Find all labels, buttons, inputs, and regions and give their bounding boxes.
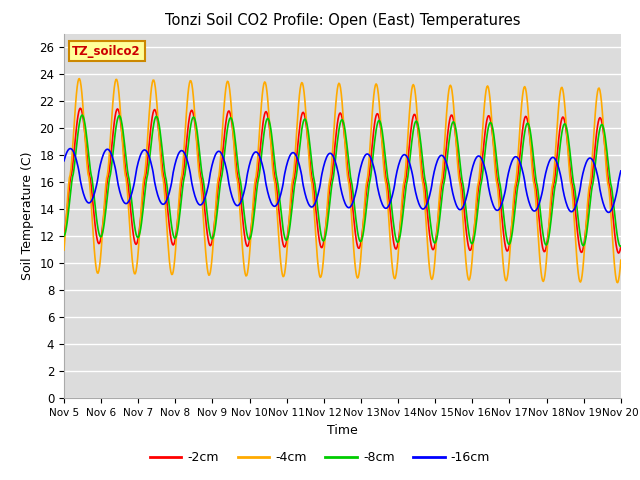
X-axis label: Time: Time [327, 424, 358, 437]
Text: TZ_soilco2: TZ_soilco2 [72, 45, 141, 58]
Y-axis label: Soil Temperature (C): Soil Temperature (C) [20, 152, 34, 280]
Title: Tonzi Soil CO2 Profile: Open (East) Temperatures: Tonzi Soil CO2 Profile: Open (East) Temp… [164, 13, 520, 28]
Legend: -2cm, -4cm, -8cm, -16cm: -2cm, -4cm, -8cm, -16cm [145, 446, 495, 469]
